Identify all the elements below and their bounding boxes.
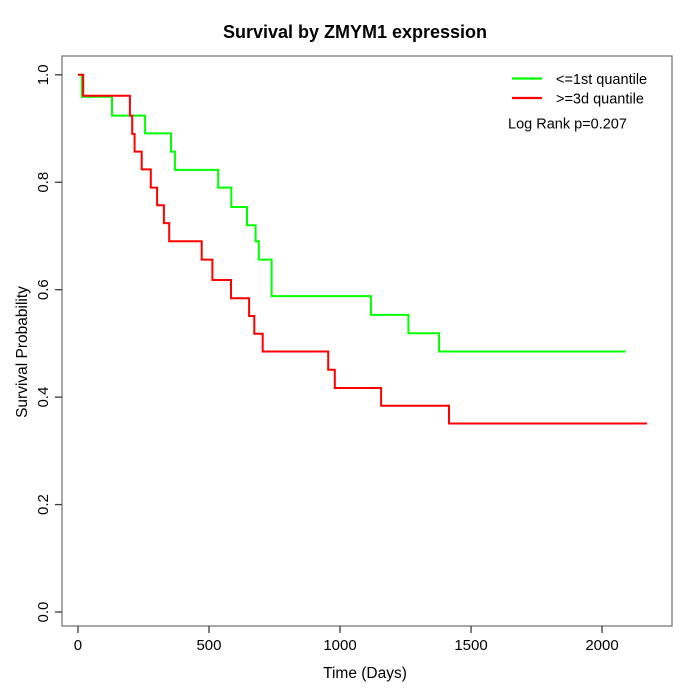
- y-axis-tick-label: 1.0: [35, 64, 52, 85]
- km-curve-high-quantile: [78, 73, 648, 425]
- plot-border: [61, 55, 673, 627]
- x-axis-tick-group: 0 500 1000 1500 2000: [74, 626, 619, 654]
- chart-title: Survival by ZMYM1 expression: [223, 22, 487, 42]
- y-axis-tick-group: 0.0 0.2 0.4 0.6 0.8 1.0: [35, 64, 62, 622]
- x-axis-tick-label: 1500: [454, 637, 487, 654]
- y-axis-tick-label: 0.0: [35, 602, 52, 623]
- log-rank-annotation: Log Rank p=0.207: [508, 117, 627, 133]
- km-curves-group: [78, 73, 648, 425]
- x-axis-tick-label: 0: [74, 637, 82, 654]
- x-axis-tick-label: 2000: [585, 637, 618, 654]
- legend-label-high-quantile: >=3d quantile: [556, 92, 644, 108]
- x-axis-title: Time (Days): [323, 665, 407, 682]
- y-axis-tick-label: 0.2: [35, 494, 52, 515]
- y-axis-tick-label: 0.4: [35, 387, 52, 408]
- y-axis-title: Survival Probability: [14, 286, 31, 418]
- x-axis-tick-label: 1000: [323, 637, 356, 654]
- y-axis-tick-label: 0.8: [35, 172, 52, 193]
- x-axis-tick-label: 500: [196, 637, 221, 654]
- legend: <=1st quantile >=3d quantile Log Rank p=…: [508, 72, 647, 133]
- legend-label-low-quantile: <=1st quantile: [556, 72, 647, 88]
- y-axis-tick-label: 0.6: [35, 279, 52, 300]
- km-curve-low-quantile: [78, 73, 626, 353]
